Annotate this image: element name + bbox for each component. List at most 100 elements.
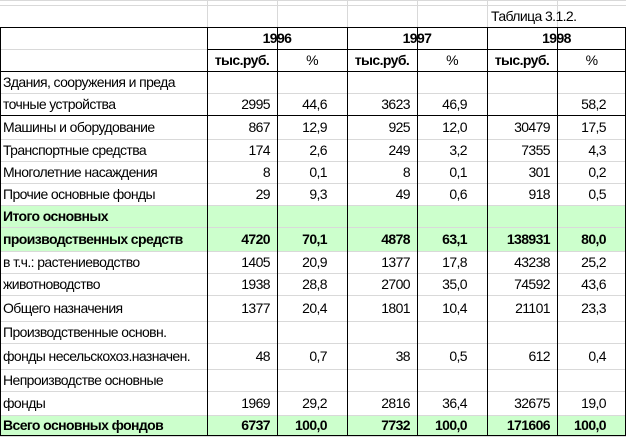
percent-cell: 100,0	[294, 417, 328, 433]
percent-cell: 63,1	[442, 231, 467, 247]
row-label: Здания, сооружения и преда	[3, 74, 176, 90]
percent-cell: 4,3	[588, 142, 606, 158]
row-label: животноводство	[3, 276, 100, 292]
value-cell: 8	[262, 164, 271, 180]
row-label: Производственные основн.	[3, 324, 167, 340]
percent-cell: 46,9	[442, 96, 467, 112]
percent-cell: 100,0	[434, 417, 468, 433]
gridline-horizontal	[0, 139, 626, 140]
percent-cell: 12,0	[442, 119, 467, 135]
row-label: производственных средств	[3, 231, 183, 247]
percent-cell: 0,5	[449, 348, 467, 364]
gridline-horizontal	[0, 93, 626, 94]
value-cell: 38	[395, 348, 411, 364]
value-cell: 8	[402, 164, 411, 180]
gridline-horizontal	[0, 251, 626, 252]
year-underline	[207, 49, 347, 50]
row-label: Общего назначения	[3, 300, 123, 316]
row-label: точные устройства	[3, 96, 116, 112]
value-cell: 2700	[381, 276, 410, 292]
percent-cell: 0,5	[588, 186, 606, 202]
value-cell: 21101	[515, 300, 551, 316]
value-cell: 1801	[381, 300, 410, 316]
percent-cell: 0,1	[309, 164, 327, 180]
value-cell: 1405	[241, 254, 270, 270]
row-label: фонды	[3, 395, 46, 411]
table-caption: Таблица 3.1.2.	[491, 8, 577, 24]
percent-cell: 43,6	[581, 276, 606, 292]
gridline-horizontal	[0, 415, 626, 416]
table-border-horizontal	[0, 71, 626, 72]
value-cell: 2995	[241, 96, 270, 112]
value-cell: 2816	[381, 395, 410, 411]
table-border-vertical	[0, 27, 1, 436]
value-cell: 1938	[241, 276, 270, 292]
value-cell: 43238	[514, 254, 551, 270]
percent-cell: 17,8	[442, 254, 467, 270]
year-header: 1998	[542, 30, 571, 46]
unit-header: %	[306, 52, 318, 68]
unit-header: %	[446, 52, 458, 68]
value-cell: 925	[388, 119, 410, 135]
year-header: 1997	[402, 30, 432, 46]
row-label: Прочие основные фонды	[3, 186, 156, 202]
percent-cell: 20,9	[302, 254, 327, 270]
gridline-horizontal	[0, 0, 626, 1]
gridline-horizontal	[0, 321, 626, 322]
gridline-horizontal	[0, 183, 626, 184]
row-label: Транспортные средства	[3, 142, 147, 158]
unit-header: тыс.руб.	[354, 52, 410, 68]
percent-cell: 25,2	[581, 254, 606, 270]
year-header: 1996	[262, 30, 292, 46]
percent-cell: 29,2	[302, 395, 327, 411]
gridline-horizontal	[0, 343, 626, 344]
unit-header: %	[585, 52, 598, 68]
percent-cell: 70,1	[302, 231, 327, 247]
percent-cell: 19,0	[581, 395, 606, 411]
percent-cell: 44,6	[302, 96, 327, 112]
percent-cell: 9,3	[309, 186, 327, 202]
value-cell: 1377	[381, 254, 410, 270]
value-cell: 171606	[506, 417, 551, 433]
table-border-vertical	[347, 27, 348, 436]
percent-cell: 36,4	[442, 395, 467, 411]
value-cell: 4720	[241, 231, 270, 247]
value-cell: 867	[248, 119, 270, 135]
percent-cell: 0,7	[309, 348, 327, 364]
value-cell: 30479	[514, 119, 551, 135]
table-border-vertical	[207, 27, 208, 436]
year-underline	[487, 49, 626, 50]
gridline-horizontal	[0, 273, 626, 274]
value-cell: 7732	[381, 417, 410, 433]
value-cell: 612	[528, 348, 550, 364]
percent-cell: 0,6	[449, 186, 467, 202]
percent-cell: 2,6	[309, 142, 327, 158]
percent-cell: 28,8	[302, 276, 327, 292]
value-cell: 138931	[506, 231, 551, 247]
value-cell: 301	[528, 164, 550, 180]
gridline-horizontal	[0, 369, 626, 370]
percent-cell: 23,3	[581, 300, 606, 316]
table-border-horizontal	[0, 115, 626, 116]
value-cell	[487, 93, 557, 115]
table-border-vertical	[417, 27, 418, 436]
gridline-horizontal	[0, 205, 626, 206]
value-cell: 49	[395, 186, 411, 202]
row-label: Итого основных	[3, 208, 109, 224]
gridline-horizontal	[0, 161, 626, 162]
percent-cell: 12,9	[302, 119, 327, 135]
percent-cell: 10,4	[442, 300, 467, 316]
value-cell: 1377	[241, 300, 270, 316]
unit-header: тыс.руб.	[494, 52, 550, 68]
row-label: в т.ч.: растениеводство	[3, 254, 140, 270]
unit-header: тыс.руб.	[214, 52, 270, 68]
value-cell: 918	[528, 186, 550, 202]
table-border-vertical	[557, 27, 558, 436]
gridline-horizontal	[0, 5, 626, 6]
highlight-band	[0, 205, 626, 251]
value-cell: 6737	[241, 417, 270, 433]
percent-cell: 20,4	[302, 300, 327, 316]
value-cell: 48	[255, 348, 271, 364]
year-underline	[347, 49, 487, 50]
